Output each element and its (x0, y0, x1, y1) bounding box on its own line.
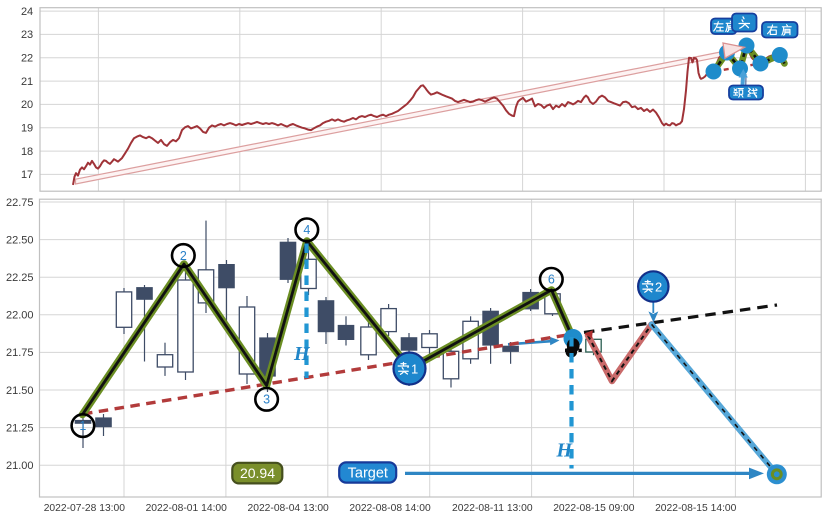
svg-text:22.00: 22.00 (6, 310, 34, 322)
svg-text:6: 6 (548, 273, 555, 287)
svg-text:20: 20 (21, 99, 33, 111)
svg-text:19: 19 (21, 123, 33, 135)
svg-text:4: 4 (303, 223, 310, 237)
svg-text:2022-07-28 13:00: 2022-07-28 13:00 (44, 503, 126, 514)
svg-text:20.94: 20.94 (240, 465, 275, 481)
svg-text:Target: Target (348, 465, 388, 481)
svg-text:2: 2 (180, 249, 187, 263)
svg-text:2022-08-11 13:00: 2022-08-11 13:00 (452, 503, 533, 514)
svg-text:1: 1 (411, 361, 418, 376)
svg-text:23: 23 (21, 29, 33, 41)
svg-text:2022-08-08 14:00: 2022-08-08 14:00 (349, 503, 431, 514)
svg-text:22.25: 22.25 (6, 272, 34, 284)
svg-text:22.75: 22.75 (6, 197, 34, 209)
svg-text:22: 22 (21, 53, 33, 65)
svg-text:3: 3 (263, 393, 270, 407)
svg-text:1: 1 (79, 419, 86, 433)
svg-text:2022-08-04 13:00: 2022-08-04 13:00 (247, 503, 329, 514)
svg-text:24: 24 (21, 6, 33, 18)
svg-text:21.25: 21.25 (6, 422, 34, 434)
svg-text:22.50: 22.50 (6, 234, 34, 246)
svg-text:H: H (555, 440, 573, 462)
svg-text:2022-08-01 14:00: 2022-08-01 14:00 (146, 503, 228, 514)
svg-text:2022-08-15 14:00: 2022-08-15 14:00 (655, 503, 737, 514)
svg-text:21.75: 21.75 (6, 347, 34, 359)
svg-text:2022-08-15 09:00: 2022-08-15 09:00 (553, 503, 635, 514)
svg-text:18: 18 (21, 146, 33, 158)
svg-text:21.50: 21.50 (6, 385, 34, 397)
svg-text:21.00: 21.00 (6, 460, 34, 472)
svg-text:21: 21 (21, 76, 33, 88)
svg-text:H: H (293, 343, 311, 365)
svg-text:2: 2 (655, 279, 662, 294)
svg-text:17: 17 (21, 169, 33, 181)
